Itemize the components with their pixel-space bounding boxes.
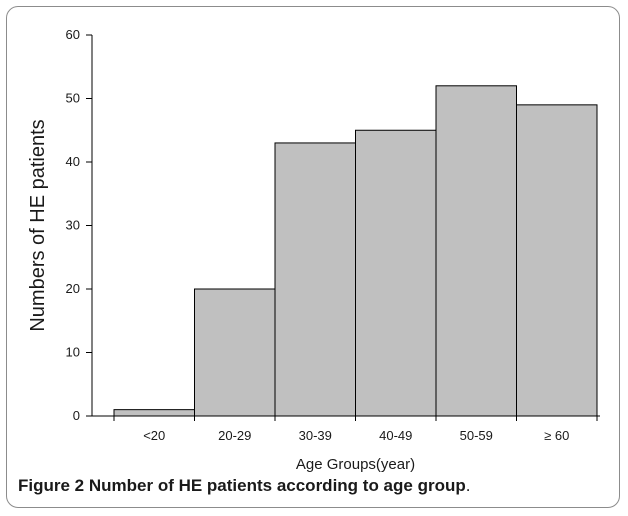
bar-4 (435, 85, 517, 417)
y-ticks: 0 10 20 30 40 50 60 (66, 27, 92, 423)
bar-3 (355, 129, 437, 417)
caption-period: . (465, 476, 471, 495)
y-tick-label: 40 (66, 154, 80, 169)
bars (113, 85, 598, 417)
x-tick-label: 50-59 (460, 428, 493, 443)
x-tick-label: 40-49 (379, 428, 412, 443)
bar-2 (274, 142, 356, 417)
x-tick-label: 20-29 (218, 428, 251, 443)
bar-5 (516, 104, 598, 417)
y-tick-label: 50 (66, 91, 80, 106)
bar-0 (113, 409, 195, 417)
bar-1 (194, 288, 276, 417)
figure-caption: Figure 2 Number of HE patients according… (18, 476, 470, 496)
y-tick-label: 10 (66, 345, 80, 360)
y-tick-label: 30 (66, 218, 80, 233)
y-tick-label: 20 (66, 281, 80, 296)
y-tick-label: 60 (66, 27, 80, 42)
x-tick-label: 30-39 (299, 428, 332, 443)
y-axis-title: Numbers of HE patients (27, 119, 49, 331)
x-tick-label: ≥ 60 (544, 428, 569, 443)
y-tick-label: 0 (73, 408, 80, 423)
caption-text: Number of HE patients according to age g… (88, 476, 466, 495)
x-axis-title: Age Groups(year) (296, 456, 415, 473)
caption-label: Figure 2 (18, 476, 85, 495)
x-ticks: <20 20-29 30-39 40-49 50-59 ≥ 60 (113, 416, 598, 443)
x-tick-label: <20 (143, 428, 165, 443)
